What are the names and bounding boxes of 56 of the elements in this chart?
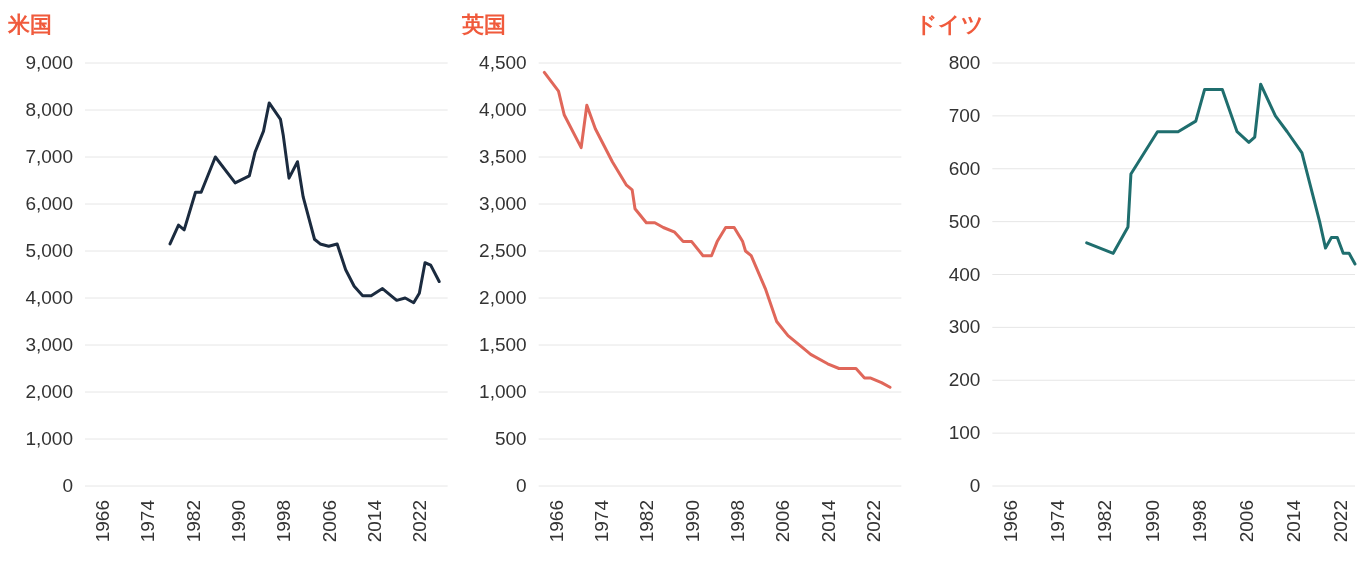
y-tick-label: 3,500: [479, 146, 527, 167]
x-tick-label: 2022: [409, 500, 431, 543]
chart-title: 英国: [460, 12, 506, 37]
x-tick-label: 1966: [1000, 500, 1022, 543]
x-tick-label: 1974: [137, 499, 159, 543]
y-tick-label: 800: [948, 52, 981, 73]
y-tick-label: 0: [62, 475, 73, 496]
y-tick-label: 7,000: [25, 146, 73, 167]
y-tick-label: 500: [494, 428, 527, 449]
y-tick-label: 500: [948, 210, 981, 232]
x-tick-label: 1974: [1047, 499, 1069, 543]
x-tick-label: 1966: [92, 500, 113, 543]
y-tick-label: 100: [948, 422, 981, 444]
y-tick-label: 4,000: [479, 99, 527, 120]
y-tick-label: 1,500: [479, 334, 527, 355]
x-tick-label: 2014: [364, 499, 385, 543]
x-tick-label: 1998: [727, 500, 748, 543]
x-tick-label: 1998: [1188, 500, 1210, 543]
x-tick-label: 1982: [1094, 500, 1116, 543]
x-tick-label: 1998: [273, 500, 295, 543]
x-tick-label: 2006: [1235, 500, 1257, 543]
y-tick-label: 3,000: [479, 193, 527, 214]
y-tick-label: 3,000: [25, 334, 73, 355]
y-tick-label: 5,000: [25, 240, 73, 261]
y-tick-label: 300: [948, 316, 981, 338]
x-tick-label: 2006: [318, 500, 340, 543]
y-tick-label: 200: [948, 369, 981, 391]
y-tick-label: 2,000: [25, 381, 73, 402]
x-tick-label: 1966: [545, 500, 567, 543]
y-tick-label: 600: [948, 157, 981, 179]
x-tick-label: 1982: [182, 500, 204, 543]
y-tick-label: 1,000: [479, 381, 527, 402]
y-tick-label: 2,000: [479, 287, 527, 308]
x-tick-label: 1990: [1141, 500, 1163, 543]
x-tick-label: 1990: [681, 500, 703, 543]
y-tick-label: 0: [516, 475, 527, 496]
y-tick-label: 400: [948, 263, 981, 285]
x-tick-label: 2022: [1330, 500, 1352, 543]
chart-title: 米国: [7, 12, 52, 37]
x-tick-label: 2022: [863, 500, 884, 543]
y-tick-label: 9,000: [25, 52, 73, 73]
x-tick-label: 1974: [591, 499, 612, 543]
y-tick-label: 4,000: [25, 287, 73, 308]
y-tick-label: 700: [948, 104, 981, 126]
x-tick-label: 1982: [636, 500, 658, 543]
x-tick-label: 2014: [1283, 499, 1305, 543]
y-tick-label: 8,000: [25, 99, 73, 120]
x-tick-label: 2006: [772, 500, 794, 543]
y-tick-label: 4,500: [479, 52, 527, 73]
x-tick-label: 2014: [817, 499, 839, 543]
y-tick-label: 1,000: [25, 428, 73, 449]
y-tick-label: 0: [969, 475, 981, 496]
x-tick-label: 1990: [228, 500, 249, 543]
chart-title: ドイツ: [915, 12, 985, 37]
y-tick-label: 2,500: [479, 240, 527, 261]
y-tick-label: 6,000: [25, 193, 73, 214]
